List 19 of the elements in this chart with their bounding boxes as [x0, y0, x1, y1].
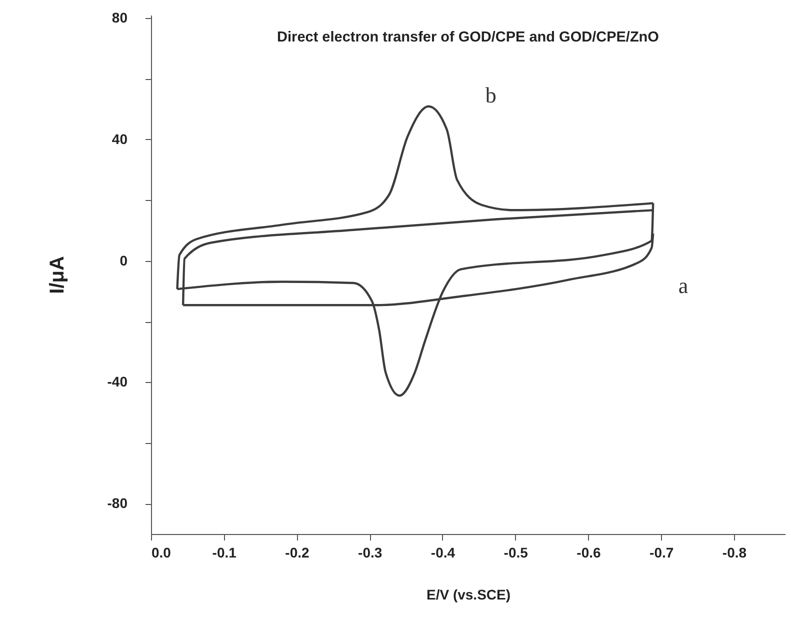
- y-tick-label: 40: [112, 130, 128, 147]
- y-tick-label: -80: [107, 495, 128, 512]
- y-axis-title: I/μA: [46, 256, 68, 294]
- x-tick-label: -0.8: [722, 544, 747, 560]
- y-tick-label: 80: [112, 10, 128, 26]
- x-axis-title: E/V (vs.SCE): [426, 586, 511, 602]
- y-tick-label: -40: [107, 374, 128, 390]
- x-tick-label: -0.6: [576, 544, 602, 560]
- x-tick-label: -0.1: [212, 544, 237, 560]
- x-tick-label: -0.7: [650, 544, 674, 560]
- annotation: b: [485, 82, 496, 108]
- x-tick-label: -0.4: [430, 544, 456, 560]
- x-tick-label: -0.2: [285, 544, 310, 560]
- x-tick-label: -0.5: [504, 544, 528, 560]
- annotation: a: [678, 273, 688, 298]
- y-tick-label: 0: [120, 252, 128, 268]
- x-tick-label: 0.0: [152, 544, 172, 560]
- text: Direct electron transfer of GOD/CPE and GOD/CPE/ZnO: [277, 30, 659, 46]
- x-tick-label: -0.3: [358, 544, 382, 560]
